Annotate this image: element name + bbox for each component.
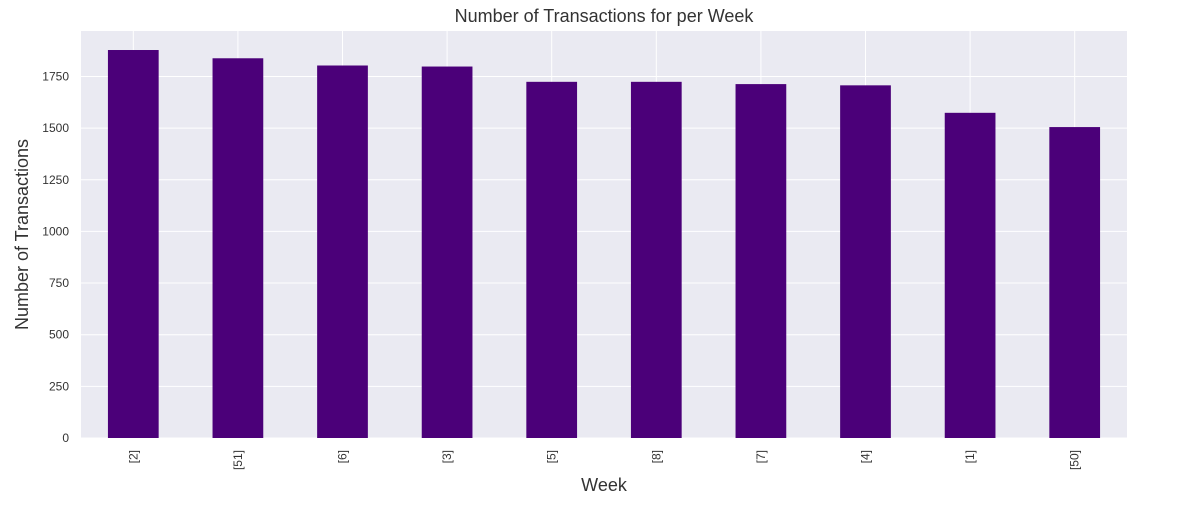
y-tick-label: 1750 <box>42 69 69 83</box>
bar <box>735 84 787 438</box>
y-tick-label: 1500 <box>42 121 69 135</box>
y-tick-label: 250 <box>49 379 69 393</box>
x-tick-label: [3] <box>440 450 454 463</box>
x-axis-ticks: [2] [51] [6] [3] [5] [8] [7] [4] [1] [50] <box>126 450 1081 470</box>
bars <box>107 50 1101 439</box>
bar <box>630 81 682 438</box>
y-tick-label: 500 <box>49 328 69 342</box>
x-tick-label: [8] <box>649 450 663 463</box>
x-tick-label: [4] <box>859 450 873 463</box>
y-tick-label: 1000 <box>42 224 69 238</box>
y-tick-label: 0 <box>62 431 69 445</box>
x-tick-label: [2] <box>126 450 140 463</box>
bar <box>840 85 891 438</box>
x-tick-label: [1] <box>963 450 977 463</box>
chart-title: Number of Transactions for per Week <box>455 6 755 26</box>
bar <box>526 81 578 438</box>
bar <box>317 65 368 439</box>
x-tick-label: [50] <box>1068 450 1082 470</box>
y-tick-label: 750 <box>49 276 69 290</box>
x-axis-title: Week <box>581 475 628 495</box>
bar <box>107 50 159 438</box>
x-tick-label: [51] <box>231 450 245 470</box>
bar <box>212 58 264 439</box>
bar <box>421 66 473 438</box>
x-tick-label: [5] <box>545 450 559 463</box>
x-tick-label: [6] <box>336 450 350 463</box>
bar <box>944 112 996 438</box>
bar <box>1049 127 1101 438</box>
y-axis-ticks: 0 250 500 750 1000 1250 1500 1750 <box>42 69 69 445</box>
x-tick-label: [7] <box>754 450 768 463</box>
y-axis-title: Number of Transactions <box>12 139 32 330</box>
y-tick-label: 1250 <box>42 173 69 187</box>
